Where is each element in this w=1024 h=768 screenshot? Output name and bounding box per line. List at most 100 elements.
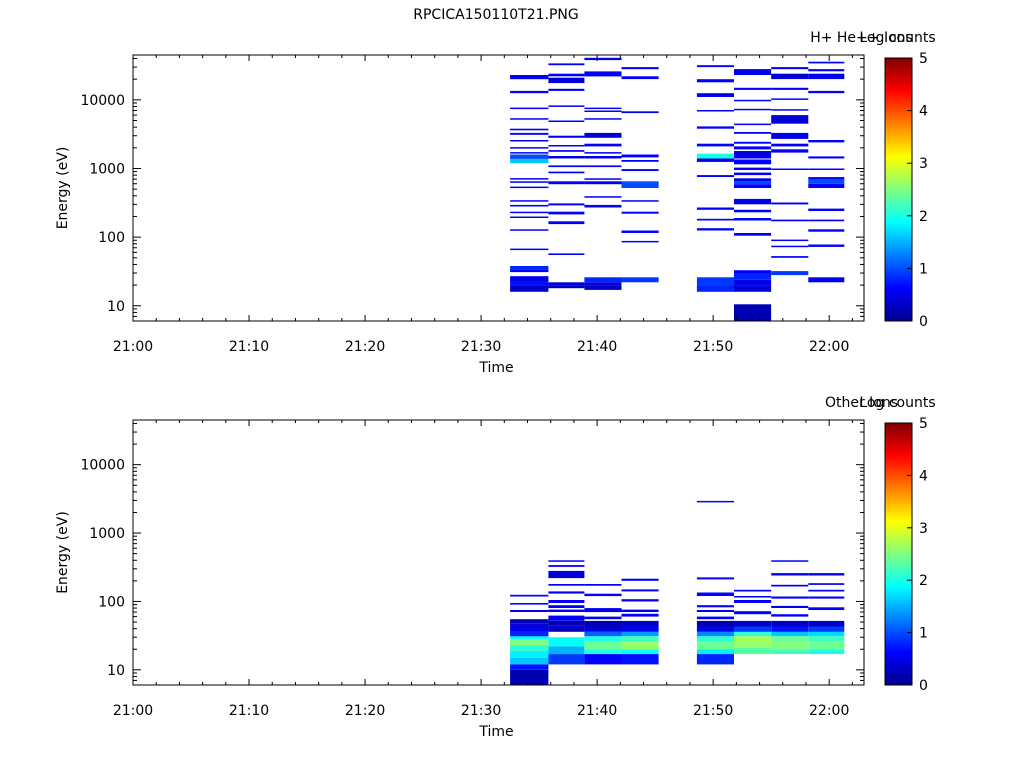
- heatmap-cell: [584, 181, 622, 185]
- heatmap-cell: [510, 594, 549, 597]
- heatmap-cell: [734, 178, 772, 182]
- heatmap-cell: [621, 589, 659, 592]
- heatmap-cell: [510, 636, 549, 640]
- heatmap-cell: [621, 277, 659, 283]
- heatmap-cell: [808, 607, 845, 610]
- heatmap-cell: [548, 591, 585, 594]
- colorbar-tick-label: 1: [919, 626, 928, 642]
- heatmap-cell: [584, 165, 622, 168]
- heatmap-cell: [771, 239, 809, 242]
- heatmap-cell: [584, 118, 622, 120]
- heatmap-cell: [621, 76, 659, 80]
- y-tick-label: 10000: [80, 93, 125, 109]
- heatmap-cell: [734, 596, 772, 598]
- page-title: RPCICA150110T21.PNG: [413, 7, 578, 23]
- heatmap-cell: [808, 277, 845, 283]
- x-tick-label: 21:30: [461, 703, 501, 719]
- heatmap-cell: [734, 141, 772, 144]
- heatmap-cell: [584, 636, 622, 642]
- heatmap-cell: [510, 211, 549, 214]
- heatmap-cell: [771, 98, 809, 100]
- heatmap-cell: [696, 207, 734, 210]
- heatmap-cell: [696, 500, 734, 503]
- heatmap-cell: [584, 584, 622, 586]
- heatmap-cell: [548, 253, 585, 255]
- heatmap-cell: [696, 577, 734, 580]
- heatmap-cell: [584, 626, 622, 632]
- heatmap-cell: [696, 218, 734, 221]
- heatmap-cell: [734, 209, 772, 213]
- heatmap-cell: [584, 196, 622, 198]
- heatmap-cell: [734, 641, 772, 648]
- heatmap-cell: [510, 147, 549, 149]
- y-axis-label: Energy (eV): [55, 511, 71, 594]
- heatmap-cell: [548, 73, 585, 77]
- plot-frame: [132, 419, 865, 686]
- heatmap-cell: [771, 636, 809, 642]
- x-tick-label: 21:20: [345, 703, 385, 719]
- heatmap-cell: [621, 641, 659, 650]
- x-tick-label: 21:30: [461, 339, 501, 355]
- x-tick-label: 21:10: [229, 339, 269, 355]
- heatmap-cell: [584, 277, 622, 283]
- heatmap-cell: [734, 218, 772, 221]
- heatmap-cell: [548, 285, 585, 289]
- heatmap-cell: [510, 645, 549, 651]
- heatmap-cell: [734, 631, 772, 637]
- x-tick-label: 22:00: [809, 339, 849, 355]
- heatmap-cell: [621, 636, 659, 642]
- heatmap-cell: [696, 636, 734, 642]
- colorbar-tick-label: 0: [919, 678, 928, 694]
- heatmap-cell: [696, 79, 734, 83]
- heatmap-cell: [548, 600, 585, 603]
- heatmap-cell: [510, 229, 549, 231]
- heatmap-cell: [808, 69, 845, 72]
- heatmap-cell: [584, 143, 622, 147]
- heatmap-cell: [510, 107, 549, 110]
- heatmap-cell: [548, 609, 585, 612]
- heatmap-cell: [771, 202, 809, 205]
- heatmap-cell: [771, 271, 809, 276]
- heatmap-cell: [734, 636, 772, 642]
- heatmap-cell: [808, 229, 845, 232]
- y-tick-label: 10: [107, 663, 125, 679]
- colorbar-tick-label: 3: [919, 521, 928, 537]
- heatmap-cell: [510, 152, 549, 154]
- heatmap-cell: [584, 132, 622, 138]
- heatmap-cell: [734, 184, 772, 188]
- x-tick-label: 22:00: [809, 703, 849, 719]
- heatmap-cell: [510, 664, 549, 670]
- heatmap-cell: [510, 280, 549, 286]
- heatmap-cell: [510, 75, 549, 80]
- colorbar-tick-label: 4: [919, 468, 928, 484]
- heatmap-cell: [510, 186, 549, 189]
- colorbar-tick-label: 2: [919, 209, 928, 225]
- heatmap-cell: [808, 631, 845, 637]
- y-tick-label: 10000: [80, 458, 125, 474]
- y-tick-label: 1000: [89, 526, 125, 542]
- heatmap-cell: [510, 603, 549, 605]
- heatmap-cell: [510, 669, 549, 685]
- heatmap-cell: [584, 57, 622, 61]
- x-tick-label: 21:50: [693, 339, 733, 355]
- colorbar-label: Log counts: [859, 395, 935, 411]
- heatmap-cell: [621, 578, 659, 581]
- heatmap-cell: [584, 608, 622, 613]
- heatmap-cell: [510, 610, 549, 612]
- heatmap-cell: [734, 279, 772, 286]
- heatmap-cell: [621, 181, 659, 188]
- heatmap-cell: [808, 589, 845, 592]
- heatmap-cell: [621, 620, 659, 627]
- heatmap-cell: [621, 160, 659, 162]
- heatmap-cell: [696, 277, 734, 286]
- heatmap-cell: [548, 150, 585, 152]
- heatmap-cell: [808, 244, 845, 247]
- heatmap-cell: [734, 167, 772, 170]
- heatmap-cell: [510, 285, 549, 292]
- heatmap-cell: [771, 256, 809, 258]
- heatmap-cell: [771, 73, 809, 80]
- heatmap-cell: [510, 276, 549, 281]
- heatmap-cell: [771, 605, 809, 608]
- heatmap-cell: [696, 631, 734, 637]
- heatmap-cell: [510, 626, 549, 631]
